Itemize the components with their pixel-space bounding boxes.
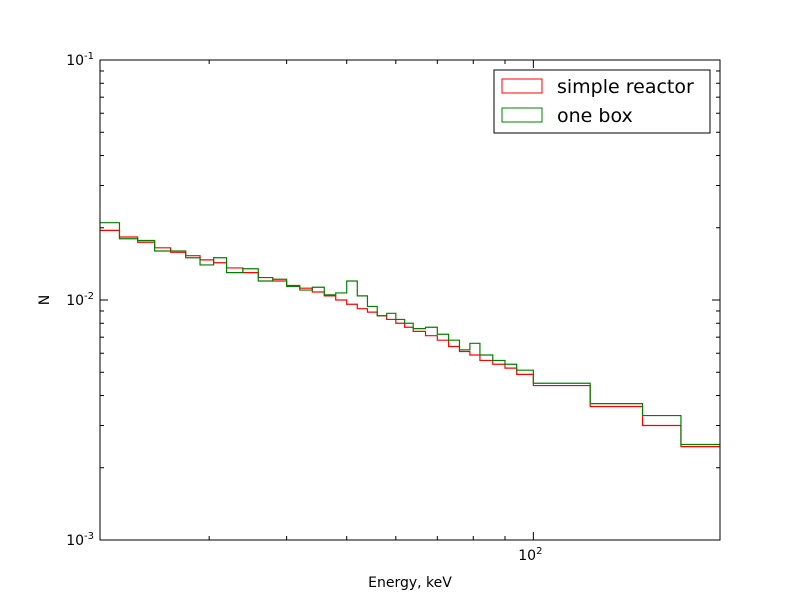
x-tick-label: 102 [518, 546, 542, 564]
y-tick-label: 10-1 [66, 51, 94, 69]
tick-labels: 102 10-3 10-2 10-1 [66, 51, 542, 564]
legend-swatch-simple-reactor [501, 78, 543, 94]
minor-ticks [100, 60, 720, 540]
legend-label-one-box: one box [557, 105, 633, 127]
series-layer [100, 222, 720, 448]
legend-label-simple-reactor: simple reactor [557, 76, 694, 98]
x-axis-label: Energy, keV [368, 575, 452, 591]
series-line-simple-reactor [100, 229, 720, 448]
major-ticks [100, 59, 720, 541]
y-axis-label: N [37, 295, 53, 305]
y-tick-label: 10-3 [66, 531, 94, 549]
series-line-one-box [100, 222, 720, 446]
legend-swatch-one-box [501, 107, 543, 123]
legend: simple reactor one box [493, 69, 711, 134]
y-tick-label: 10-2 [66, 291, 94, 309]
plot-area [100, 60, 720, 540]
